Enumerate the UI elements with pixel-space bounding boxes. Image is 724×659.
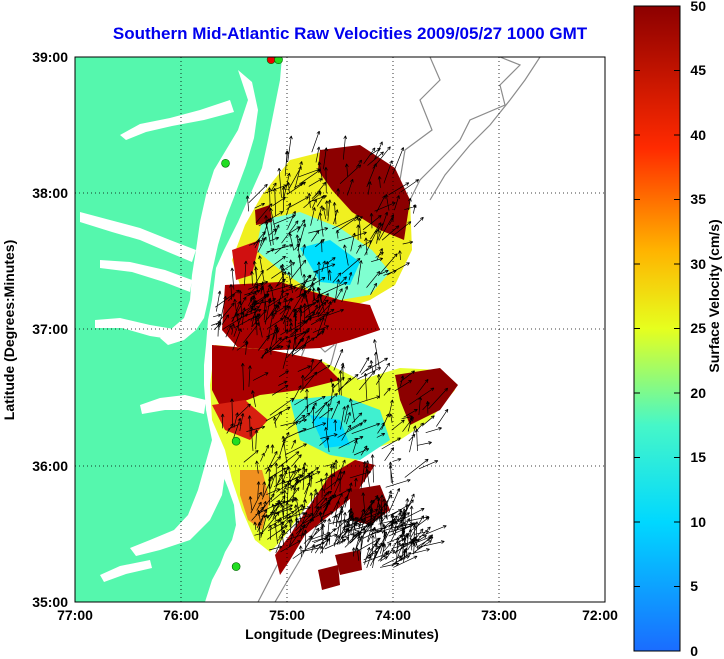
chesapeake-bay: [160, 70, 258, 345]
x-tick-label: 74:00: [375, 607, 411, 623]
velocity-field: [210, 145, 458, 590]
plot-frame: [74, 56, 606, 603]
y-tick-label: 36:00: [32, 458, 68, 474]
colorbar-ticks: [634, 70, 680, 587]
colorbar-label: Surface Velocity (cm/s): [706, 219, 722, 372]
nc-inlet: [100, 560, 152, 582]
albemarle-sound: [140, 395, 206, 414]
y-tick-labels: 39:00 38:00 37:00 36:00 35:00: [32, 49, 68, 610]
station-marker: [231, 562, 241, 571]
y-tick-label: 39:00: [32, 49, 68, 65]
station-marker: [274, 57, 283, 65]
x-tick-labels: 77:00 76:00 75:00 74:00 73:00 72:00: [57, 607, 618, 623]
y-tick-label: 37:00: [32, 321, 68, 337]
upper-bay-river: [120, 100, 234, 140]
colorbar-tick-label: 30: [690, 256, 706, 272]
colorbar: [633, 5, 681, 652]
colorbar-tick-label: 5: [690, 578, 698, 594]
colorbar-tick-label: 40: [690, 127, 706, 143]
colorbar-tick-label: 15: [690, 449, 706, 465]
colorbar-tick-label: 10: [690, 514, 706, 530]
colorbar-tick-label: 45: [690, 62, 706, 78]
x-axis-label: Longitude (Degrees:Minutes): [245, 626, 439, 642]
colorbar-tick-label: 50: [690, 0, 706, 14]
radar-stations: [221, 57, 283, 571]
y-tick-label: 35:00: [32, 594, 68, 610]
colorbar-tick-label: 35: [690, 191, 706, 207]
map-title: Southern Mid-Atlantic Raw Velocities 200…: [112, 24, 588, 43]
colorbar-tick-labels: 50 45 40 35 30 25 20 15 10 5 0: [690, 0, 706, 659]
pamlico-sound: [130, 440, 226, 556]
x-tick-label: 75:00: [269, 607, 305, 623]
x-tick-label: 72:00: [582, 607, 618, 623]
y-tick-label: 38:00: [32, 185, 68, 201]
x-tick-label: 76:00: [163, 607, 199, 623]
station-marker: [231, 436, 241, 446]
colorbar-tick-label: 0: [690, 643, 698, 659]
james-river: [95, 318, 180, 340]
colorbar-tick-label: 20: [690, 385, 706, 401]
colorbar-tick-label: 25: [690, 320, 706, 336]
grid-lines: [75, 57, 605, 602]
y-axis-label: Latitude (Degrees:Minutes): [1, 240, 17, 420]
rappahannock-river: [100, 260, 192, 292]
station-marker: [221, 158, 230, 168]
x-tick-label: 77:00: [57, 607, 93, 623]
potomac-river: [80, 212, 196, 262]
x-tick-label: 73:00: [481, 607, 517, 623]
